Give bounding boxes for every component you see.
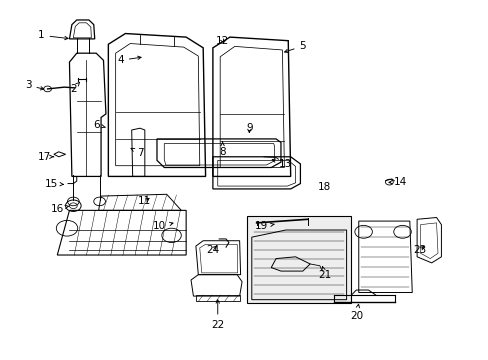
Text: 2: 2: [70, 82, 80, 94]
Text: 16: 16: [51, 203, 69, 213]
Text: 15: 15: [44, 179, 63, 189]
Text: 3: 3: [25, 80, 44, 90]
Text: 17: 17: [38, 152, 54, 162]
Text: 14: 14: [388, 177, 406, 187]
Bar: [246, 216, 351, 303]
Text: 24: 24: [206, 245, 219, 255]
Text: 22: 22: [211, 300, 224, 330]
Text: 12: 12: [216, 36, 229, 46]
Text: 4: 4: [117, 55, 141, 65]
Text: 10: 10: [153, 221, 173, 231]
Text: 6: 6: [93, 120, 105, 130]
Text: 7: 7: [131, 148, 143, 158]
Text: 18: 18: [318, 182, 331, 192]
Text: 5: 5: [284, 41, 305, 53]
Text: 9: 9: [245, 123, 252, 133]
Text: 20: 20: [349, 304, 362, 321]
Text: 8: 8: [219, 141, 225, 157]
Text: 1: 1: [38, 30, 68, 40]
Text: 23: 23: [412, 245, 426, 255]
Text: 13: 13: [272, 159, 292, 169]
Text: 11: 11: [138, 197, 151, 206]
Text: 21: 21: [318, 266, 331, 280]
Text: 19: 19: [254, 221, 273, 231]
